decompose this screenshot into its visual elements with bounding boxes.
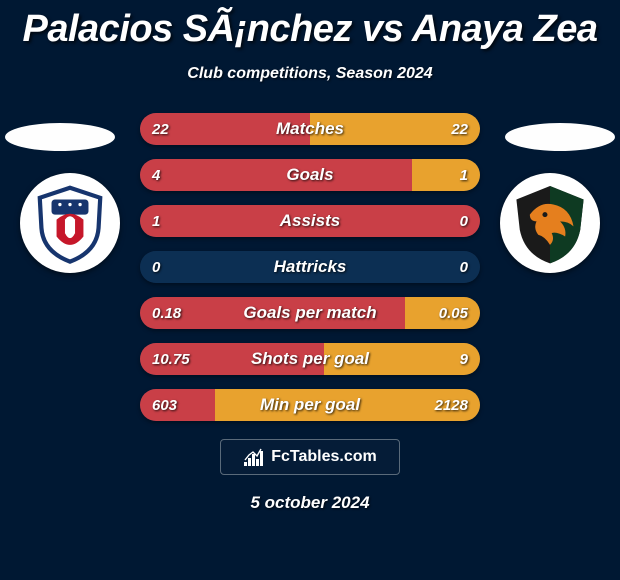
- stat-row: 41Goals: [140, 159, 480, 191]
- club-crest-left: [20, 173, 120, 273]
- page-title: Palacios SÃ¡nchez vs Anaya Zea: [0, 0, 620, 51]
- stat-bars: 2222Matches41Goals10Assists00Hattricks0.…: [140, 113, 480, 435]
- stat-value-right: 0: [460, 205, 468, 237]
- date-text: 5 october 2024: [0, 493, 620, 513]
- stat-bar-right: [412, 159, 480, 191]
- stat-value-left: 603: [152, 389, 177, 421]
- subtitle: Club competitions, Season 2024: [0, 65, 620, 83]
- stat-row: 10Assists: [140, 205, 480, 237]
- footer: FcTables.com: [0, 439, 620, 475]
- stat-value-right: 2128: [435, 389, 468, 421]
- stat-value-right: 1: [460, 159, 468, 191]
- stat-value-left: 4: [152, 159, 160, 191]
- brand-icon: [243, 448, 265, 466]
- crest-right-svg: [508, 181, 592, 265]
- stat-value-right: 0.05: [439, 297, 468, 329]
- stat-value-left: 1: [152, 205, 160, 237]
- player-ellipse-left: [5, 123, 115, 151]
- brand-text: FcTables.com: [271, 448, 377, 466]
- stat-bar-right: [324, 343, 480, 375]
- stat-row: 00Hattricks: [140, 251, 480, 283]
- stat-bar-left: [140, 159, 412, 191]
- stat-row: 2222Matches: [140, 113, 480, 145]
- stat-row: 6032128Min per goal: [140, 389, 480, 421]
- stat-value-left: 0: [152, 251, 160, 283]
- brand-box[interactable]: FcTables.com: [220, 439, 400, 475]
- stat-value-left: 0.18: [152, 297, 181, 329]
- stat-bar-left: [140, 205, 480, 237]
- stat-value-left: 22: [152, 113, 169, 145]
- stat-value-right: 0: [460, 251, 468, 283]
- player-ellipse-right: [505, 123, 615, 151]
- stat-bar-bg: [140, 251, 480, 283]
- crest-left-svg: [28, 181, 112, 265]
- stat-row: 0.180.05Goals per match: [140, 297, 480, 329]
- stat-value-right: 9: [460, 343, 468, 375]
- stat-value-left: 10.75: [152, 343, 190, 375]
- club-crest-right: [500, 173, 600, 273]
- stat-value-right: 22: [451, 113, 468, 145]
- comparison-stage: 2222Matches41Goals10Assists00Hattricks0.…: [0, 113, 620, 433]
- stat-row: 10.759Shots per goal: [140, 343, 480, 375]
